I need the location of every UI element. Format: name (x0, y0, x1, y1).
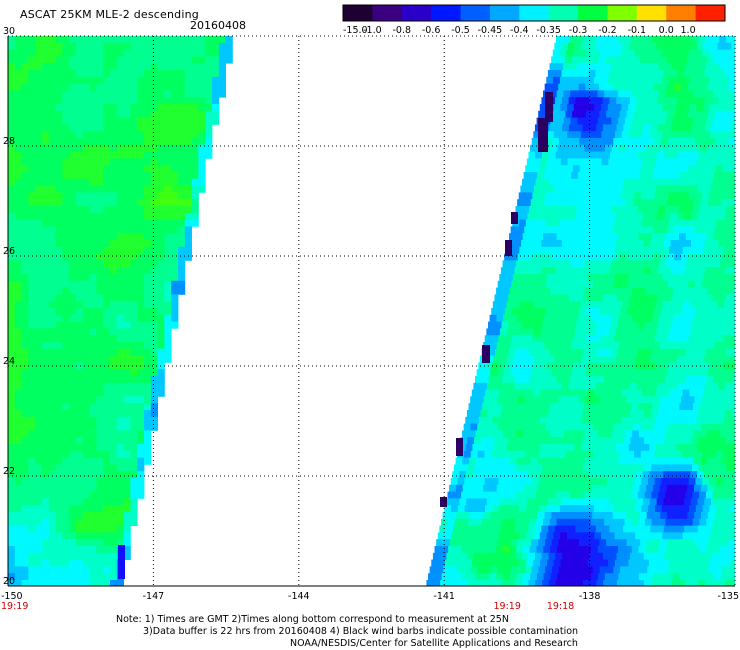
colorbar-swatch (489, 5, 520, 21)
colorbar-swatch (666, 5, 697, 21)
contamination-flag (456, 438, 463, 456)
swath-map: 30 28 26 24 22 20 -150 -147 -144 -141 -138 -135 19:1… (1, 26, 739, 612)
lon-tick-label: -135 (717, 591, 739, 602)
colorbar-tick-label: 0.0 (659, 25, 674, 34)
lat-tick-label: 26 (3, 246, 15, 257)
chart-title: ASCAT 25KM MLE-2 descending (20, 8, 199, 21)
colorbar-swatch (578, 5, 608, 21)
lat-tick-label: 20 (3, 576, 15, 587)
colorbar-swatch (401, 5, 432, 21)
colorbar: -15.0-1.0 -0.8 -0.6 -0.5 -0.45 -0.4 -0.35 -0.3 -… (342, 4, 726, 34)
note-line-1: Note: 1) Times are GMT 2)Times along bot… (116, 614, 509, 625)
note-line-2: 3)Data buffer is 22 hrs from 20160408 4)… (143, 626, 579, 637)
lat-tick-label: 24 (3, 356, 15, 367)
time-label: 19:19 (494, 601, 521, 612)
contamination-flag (545, 92, 553, 122)
lon-tick-label: -147 (143, 591, 165, 602)
lat-tick-label: 22 (3, 466, 15, 477)
colorbar-tick-label: -0.3 (569, 25, 588, 34)
contamination-flag (538, 118, 548, 152)
colorbar-tick-label: -0.45 (478, 25, 503, 34)
colorbar-tick-label: -0.5 (451, 25, 470, 34)
colorbar-tick-label: -0.6 (422, 25, 441, 34)
swath-cells (8, 36, 735, 586)
graticule (7, 35, 736, 587)
colorbar-tick-label: -0.2 (598, 25, 617, 34)
colorbar-swatch (548, 5, 579, 21)
colorbar-swatch (607, 5, 638, 21)
colorbar-frame (342, 4, 726, 22)
contamination-flag (440, 497, 447, 507)
colorbar-swatch (431, 5, 462, 21)
colorbar-tick-label: -0.1 (628, 25, 647, 34)
lat-tick-label: 30 (3, 26, 15, 37)
contamination-flag (505, 240, 512, 256)
lon-tick-label: -138 (579, 591, 601, 602)
colorbar-tick-label: -15.0 (343, 25, 368, 34)
colorbar-swatch (519, 5, 550, 21)
contamination-flag (511, 212, 518, 224)
colorbar-tick-label: -0.4 (510, 25, 529, 34)
colorbar-tick-label: -0.8 (392, 25, 411, 34)
lat-tick-label: 28 (3, 136, 15, 147)
colorbar-swatch (460, 5, 491, 21)
time-label: 19:18 (547, 601, 574, 612)
colorbar-swatch (343, 5, 373, 21)
edge-cells (118, 545, 125, 579)
colorbar-swatch (372, 5, 403, 21)
lon-tick-label: -144 (288, 591, 310, 602)
lon-tick-label: -141 (433, 591, 455, 602)
lon-tick-label: -150 (1, 591, 23, 602)
colorbar-tick-label: -1.0 (363, 25, 382, 34)
colorbar-tick-label: -0.35 (536, 25, 561, 34)
contamination-flag (482, 345, 490, 363)
note-line-3: NOAA/NESDIS/Center for Satellite Applica… (290, 638, 578, 649)
colorbar-tick-label: 1.0 (681, 25, 696, 34)
colorbar-swatch (695, 5, 726, 21)
time-label: 19:19 (1, 601, 28, 612)
colorbar-swatch (636, 5, 667, 21)
chart-date: 20160408 (190, 19, 246, 32)
